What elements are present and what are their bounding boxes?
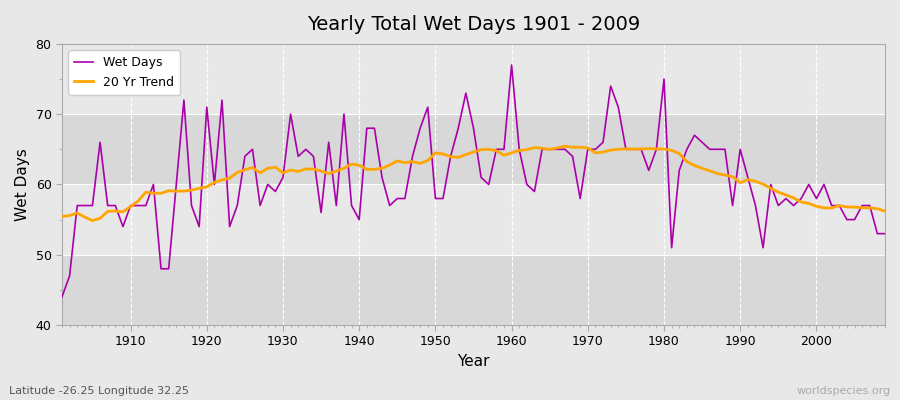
Wet Days	[879, 231, 890, 236]
Wet Days	[57, 294, 68, 299]
20 Yr Trend	[613, 147, 624, 152]
Bar	[62, 114, 885, 184]
Title: Yearly Total Wet Days 1901 - 2009: Yearly Total Wet Days 1901 - 2009	[307, 15, 640, 34]
Text: worldspecies.org: worldspecies.org	[796, 386, 891, 396]
Wet Days	[331, 203, 342, 208]
Bar	[62, 44, 885, 114]
20 Yr Trend	[125, 204, 136, 209]
Legend: Wet Days, 20 Yr Trend: Wet Days, 20 Yr Trend	[68, 50, 181, 95]
20 Yr Trend	[560, 144, 571, 148]
20 Yr Trend	[292, 169, 303, 174]
Wet Days	[285, 112, 296, 116]
20 Yr Trend	[338, 166, 349, 171]
Wet Days	[118, 224, 129, 229]
20 Yr Trend	[879, 209, 890, 214]
Wet Days	[506, 62, 517, 67]
20 Yr Trend	[87, 218, 98, 223]
Y-axis label: Wet Days: Wet Days	[15, 148, 30, 221]
Bar	[62, 184, 885, 255]
Wet Days	[499, 147, 509, 152]
Line: Wet Days: Wet Days	[62, 65, 885, 297]
Bar	[62, 255, 885, 325]
Text: Latitude -26.25 Longitude 32.25: Latitude -26.25 Longitude 32.25	[9, 386, 189, 396]
X-axis label: Year: Year	[457, 354, 490, 369]
Wet Days	[606, 84, 616, 88]
20 Yr Trend	[506, 150, 517, 155]
20 Yr Trend	[57, 214, 68, 219]
20 Yr Trend	[514, 148, 525, 153]
Wet Days	[514, 147, 525, 152]
Line: 20 Yr Trend: 20 Yr Trend	[62, 146, 885, 220]
